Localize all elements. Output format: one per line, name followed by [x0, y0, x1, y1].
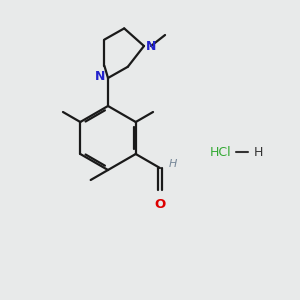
- Text: HCl: HCl: [210, 146, 232, 158]
- Text: O: O: [154, 198, 166, 211]
- Text: H: H: [254, 146, 263, 158]
- Text: H: H: [169, 159, 177, 169]
- Text: N: N: [146, 40, 156, 52]
- Text: N: N: [95, 70, 105, 83]
